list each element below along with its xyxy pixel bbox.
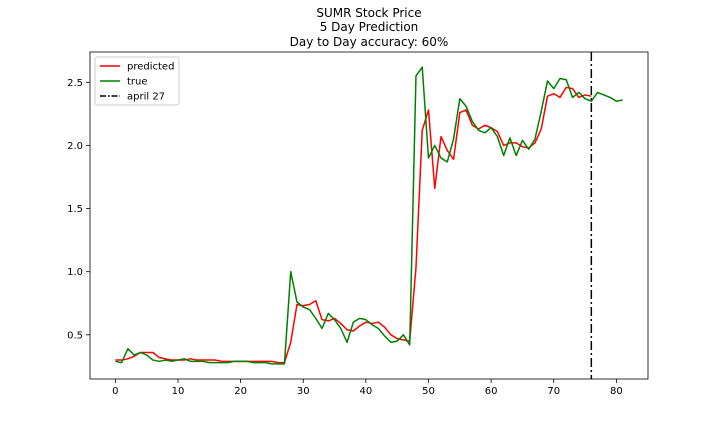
- x-tick-label: 60: [485, 386, 498, 397]
- legend-label-true: true: [127, 77, 148, 88]
- y-tick-label: 0.5: [67, 330, 83, 341]
- x-tick-label: 50: [422, 386, 435, 397]
- y-tick-label: 2.5: [67, 78, 83, 89]
- chart-accuracy-line: Day to Day accuracy: 60%: [290, 35, 449, 49]
- x-tick-label: 30: [297, 386, 310, 397]
- chart-subtitle: 5 Day Prediction: [320, 20, 419, 34]
- series-layer: [115, 66, 623, 365]
- y-tick-label: 2.0: [67, 141, 83, 152]
- x-tick-label: 0: [112, 386, 118, 397]
- y-tick-label: 1.5: [67, 204, 83, 215]
- y-tick-label: 1.0: [67, 267, 83, 278]
- legend: predicted true april 27: [94, 56, 180, 106]
- plot-frame: [89, 51, 649, 380]
- legend-label-april-27: april 27: [127, 92, 165, 103]
- chart-title: SUMR Stock Price: [316, 6, 421, 20]
- x-tick-label: 10: [172, 386, 185, 397]
- legend-label-predicted: predicted: [127, 62, 174, 73]
- x-tick-label: 20: [234, 386, 247, 397]
- x-tick-label: 40: [360, 386, 373, 397]
- series-line-predicted: [115, 86, 592, 364]
- series-line-true: [115, 66, 623, 365]
- axes-layer: 0 10 20 30 40 50 60 70 80 0.5 1.0 1.5 2.0 2.5: [67, 51, 649, 397]
- x-tick-label: 80: [610, 386, 623, 397]
- legend-frame: [94, 56, 180, 106]
- x-tick-label: 70: [547, 386, 560, 397]
